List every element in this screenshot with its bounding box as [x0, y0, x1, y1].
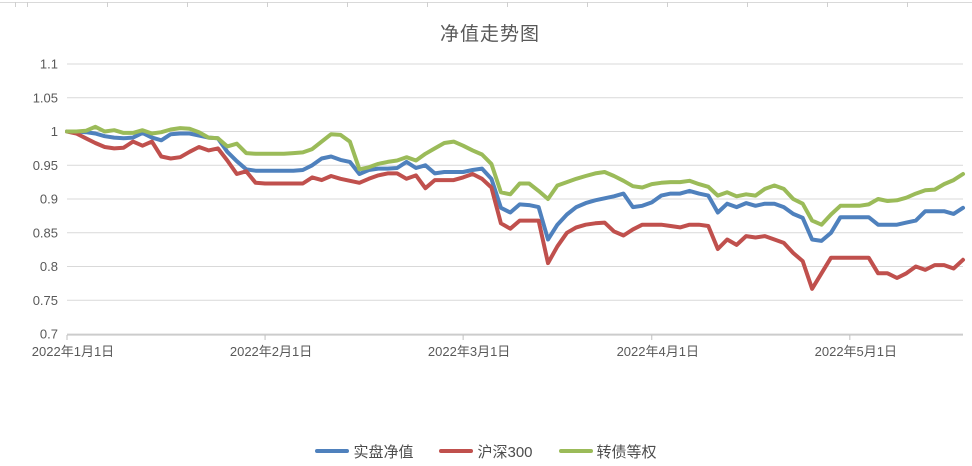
series-lines [65, 124, 965, 291]
net-value-trend-chart: 净值走势图 1.1 1.05 1 0.95 0.9 0.85 0.8 0.75 0.7 2022… [32, 23, 965, 359]
legend-item-zhuanzhai-dengquan: 转债等权 [558, 441, 657, 462]
legend-line-swatch [558, 449, 593, 453]
series-line-2 [65, 124, 965, 227]
chart-legend: 实盘净值 沪深300 转债等权 [0, 440, 972, 462]
y-axis-tick-label: 0.75 [33, 293, 58, 308]
legend-item-hushen300: 沪深300 [439, 441, 533, 462]
legend-label: 转债等权 [596, 443, 657, 461]
x-axis-tick-label: 2022年5月1日 [815, 344, 897, 359]
x-axis-tick-label: 2022年2月1日 [230, 344, 312, 359]
legend-line-swatch [439, 449, 474, 453]
y-axis-tick-label: 0.8 [40, 259, 58, 274]
x-axis [66, 334, 963, 340]
spreadsheet-column-ticks [0, 2, 972, 7]
y-axis-tick-label: 1.1 [40, 57, 58, 72]
legend-item-shipan-jingzhi: 实盘净值 [315, 441, 413, 462]
x-axis-labels: 2022年1月1日 2022年2月1日 2022年3月1日 2022年4月1日 2022… [32, 344, 897, 359]
gridlines [67, 63, 963, 335]
y-axis-tick-label: 0.85 [33, 225, 58, 240]
legend-line-swatch [315, 449, 350, 453]
y-axis-tick-label: 0.7 [40, 327, 58, 342]
y-axis-tick-label: 1 [51, 124, 58, 139]
y-axis-tick-label: 0.95 [33, 158, 58, 173]
legend-label: 沪深300 [477, 443, 533, 461]
y-axis-tick-label: 0.9 [40, 192, 58, 207]
chart-title: 净值走势图 [440, 23, 540, 45]
x-axis-tick-label: 2022年4月1日 [617, 344, 699, 359]
legend-label: 实盘净值 [353, 443, 414, 461]
x-axis-tick-label: 2022年3月1日 [428, 344, 510, 359]
y-axis-tick-label: 1.05 [33, 90, 58, 105]
series-line-1 [65, 129, 965, 291]
y-axis-labels: 1.1 1.05 1 0.95 0.9 0.85 0.8 0.75 0.7 [33, 57, 58, 342]
x-axis-tick-label: 2022年1月1日 [32, 344, 114, 359]
